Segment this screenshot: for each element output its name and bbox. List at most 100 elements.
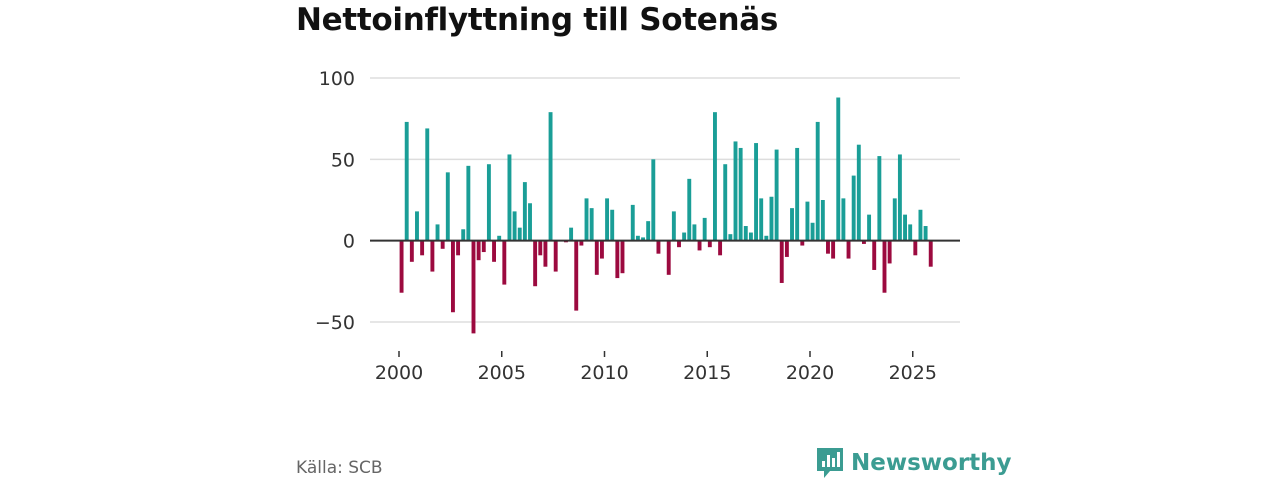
bar xyxy=(456,240,461,256)
bar xyxy=(682,232,687,241)
bar xyxy=(687,178,692,241)
bar xyxy=(507,154,512,241)
bar xyxy=(445,172,450,241)
x-tick-label: 2005 xyxy=(478,362,526,384)
chart-title: Nettoinflyttning till Sotenäs xyxy=(296,2,779,38)
bar xyxy=(599,240,604,259)
bar xyxy=(769,196,774,241)
bar xyxy=(415,211,419,241)
bar xyxy=(635,235,640,241)
bar xyxy=(779,240,784,283)
bar xyxy=(738,147,743,241)
bars xyxy=(399,97,933,334)
bar xyxy=(790,208,794,241)
bar xyxy=(887,240,892,264)
bar xyxy=(466,165,471,241)
bar xyxy=(861,240,866,244)
bar xyxy=(512,211,517,241)
bar xyxy=(584,198,589,241)
bar xyxy=(810,222,815,241)
bar xyxy=(872,240,877,270)
bar xyxy=(430,240,435,272)
bar xyxy=(831,240,836,259)
brand-name: Newsworthy xyxy=(851,450,1012,476)
bar xyxy=(476,240,481,261)
bar xyxy=(728,234,733,241)
bar xyxy=(435,224,440,241)
gridlines xyxy=(370,77,960,323)
bar xyxy=(846,240,851,259)
bar xyxy=(502,240,507,285)
bar xyxy=(702,217,707,241)
bar xyxy=(733,141,738,241)
bar xyxy=(820,200,825,241)
bar xyxy=(404,121,409,241)
x-tick-label: 2025 xyxy=(889,362,937,384)
bar xyxy=(461,229,466,241)
bar xyxy=(877,156,882,241)
bar xyxy=(851,175,856,241)
bar xyxy=(908,224,913,241)
newsworthy-logo-icon xyxy=(817,448,843,478)
bar xyxy=(723,164,728,241)
y-tick-label: −50 xyxy=(315,312,355,334)
bar xyxy=(748,232,753,241)
bar xyxy=(399,240,404,293)
bar xyxy=(538,240,543,256)
bar xyxy=(656,240,661,254)
bar xyxy=(713,112,717,241)
bar xyxy=(897,154,902,241)
bar xyxy=(867,214,872,241)
bar xyxy=(589,208,594,241)
bar xyxy=(913,240,918,256)
bar xyxy=(486,164,491,241)
bar xyxy=(882,240,887,293)
bar xyxy=(528,203,532,241)
bar xyxy=(620,240,625,274)
bar xyxy=(759,198,764,241)
bar xyxy=(841,198,846,241)
bar xyxy=(522,182,527,241)
x-axis-ticks: 2000 2005 2010 2015 2020 2025 xyxy=(375,351,937,384)
bar xyxy=(743,226,748,241)
bar xyxy=(615,240,620,279)
bar xyxy=(856,144,861,241)
bar xyxy=(892,198,897,241)
bar xyxy=(569,227,574,241)
bar xyxy=(481,240,486,253)
bar xyxy=(594,240,599,275)
bar xyxy=(641,237,645,241)
bar xyxy=(764,235,769,241)
x-tick-label: 2015 xyxy=(683,362,731,384)
bar xyxy=(610,209,615,241)
bar xyxy=(425,128,430,241)
bar xyxy=(420,240,425,256)
bar xyxy=(815,121,820,241)
bar xyxy=(630,204,635,241)
bar xyxy=(800,240,805,246)
bar xyxy=(440,240,445,249)
bar xyxy=(605,198,610,241)
bar xyxy=(903,214,907,241)
bar xyxy=(651,159,656,241)
bar xyxy=(574,240,579,311)
y-tick-label: 0 xyxy=(343,231,355,253)
bar xyxy=(471,240,476,334)
bar xyxy=(579,240,584,246)
bar xyxy=(754,143,759,241)
x-tick-label: 2000 xyxy=(375,362,423,384)
bar xyxy=(928,240,933,267)
bar xyxy=(707,240,712,248)
bar xyxy=(666,240,671,275)
bar xyxy=(805,201,810,241)
y-axis-ticks: 100 50 0 −50 xyxy=(315,68,355,334)
bar xyxy=(826,240,830,254)
y-tick-label: 100 xyxy=(319,68,355,90)
bar xyxy=(677,240,681,248)
bar xyxy=(784,240,789,257)
bar xyxy=(409,240,414,262)
bar xyxy=(923,226,928,241)
bar xyxy=(918,209,923,241)
bar xyxy=(795,147,800,241)
